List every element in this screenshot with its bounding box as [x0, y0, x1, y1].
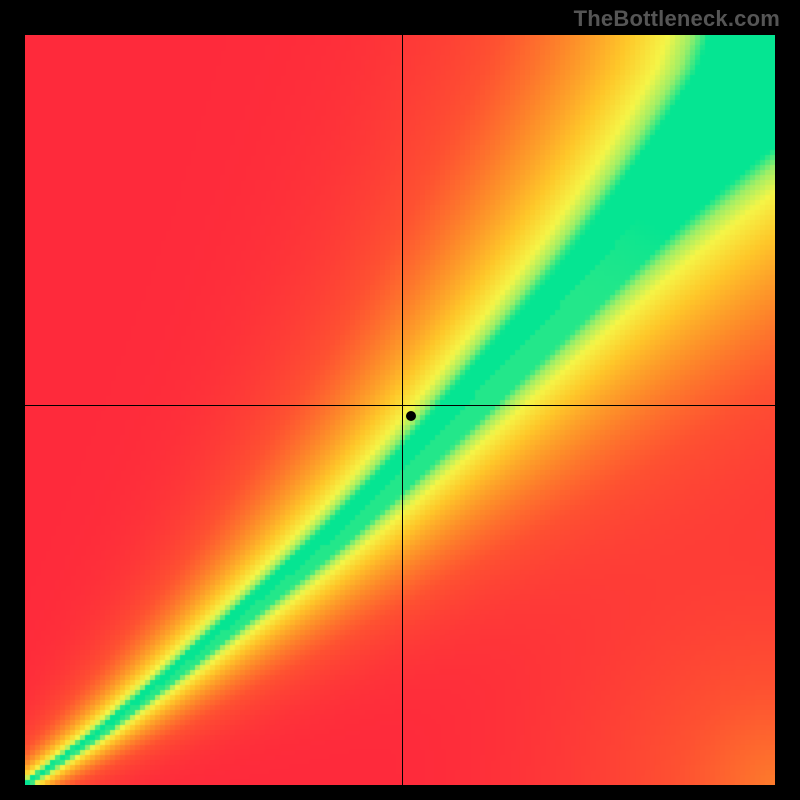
data-point-marker	[406, 411, 416, 421]
heatmap-plot	[25, 35, 775, 785]
chart-container: TheBottleneck.com	[0, 0, 800, 800]
crosshair-vertical	[402, 35, 403, 785]
crosshair-horizontal	[25, 405, 775, 406]
watermark-text: TheBottleneck.com	[574, 6, 780, 32]
heatmap-canvas	[25, 35, 775, 785]
